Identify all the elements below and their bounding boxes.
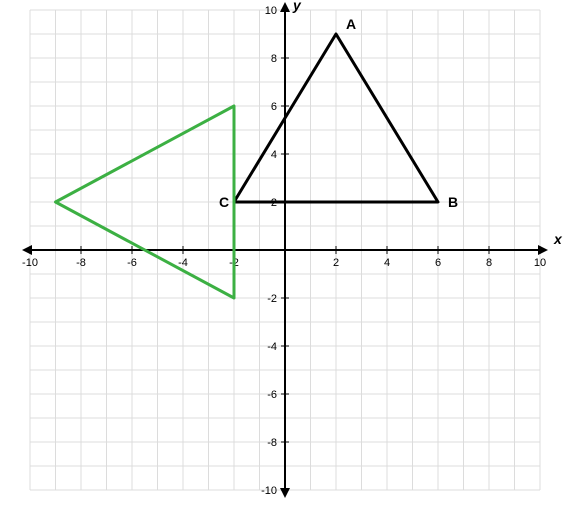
y-tick-label: 10 (265, 5, 277, 17)
y-tick-label: 8 (271, 53, 277, 65)
x-tick-label: 8 (486, 257, 492, 269)
x-axis-label: x (553, 231, 563, 247)
x-tick-label: -10 (22, 257, 38, 269)
y-tick-label: -4 (267, 341, 277, 353)
y-tick-label: -8 (267, 437, 277, 449)
x-tick-label: -8 (76, 257, 86, 269)
y-axis-label: y (292, 0, 302, 13)
x-tick-label: 4 (384, 257, 390, 269)
y-tick-label: -6 (267, 389, 277, 401)
y-tick-label: -2 (267, 293, 277, 305)
vertex-label-B: B (448, 194, 458, 210)
vertex-label-C: C (219, 194, 229, 210)
y-tick-label: 4 (271, 149, 277, 161)
x-tick-label: 10 (534, 257, 546, 269)
x-tick-label: 2 (333, 257, 339, 269)
y-tick-label: 6 (271, 101, 277, 113)
y-tick-label: -10 (261, 485, 277, 497)
vertex-label-A: A (346, 16, 356, 32)
chart-svg: -10-8-6-4-2246810-10-8-6-4-2246810xyABC (0, 0, 569, 513)
x-tick-label: 6 (435, 257, 441, 269)
x-tick-label: -6 (127, 257, 137, 269)
coordinate-plane-chart: -10-8-6-4-2246810-10-8-6-4-2246810xyABC (0, 0, 569, 513)
